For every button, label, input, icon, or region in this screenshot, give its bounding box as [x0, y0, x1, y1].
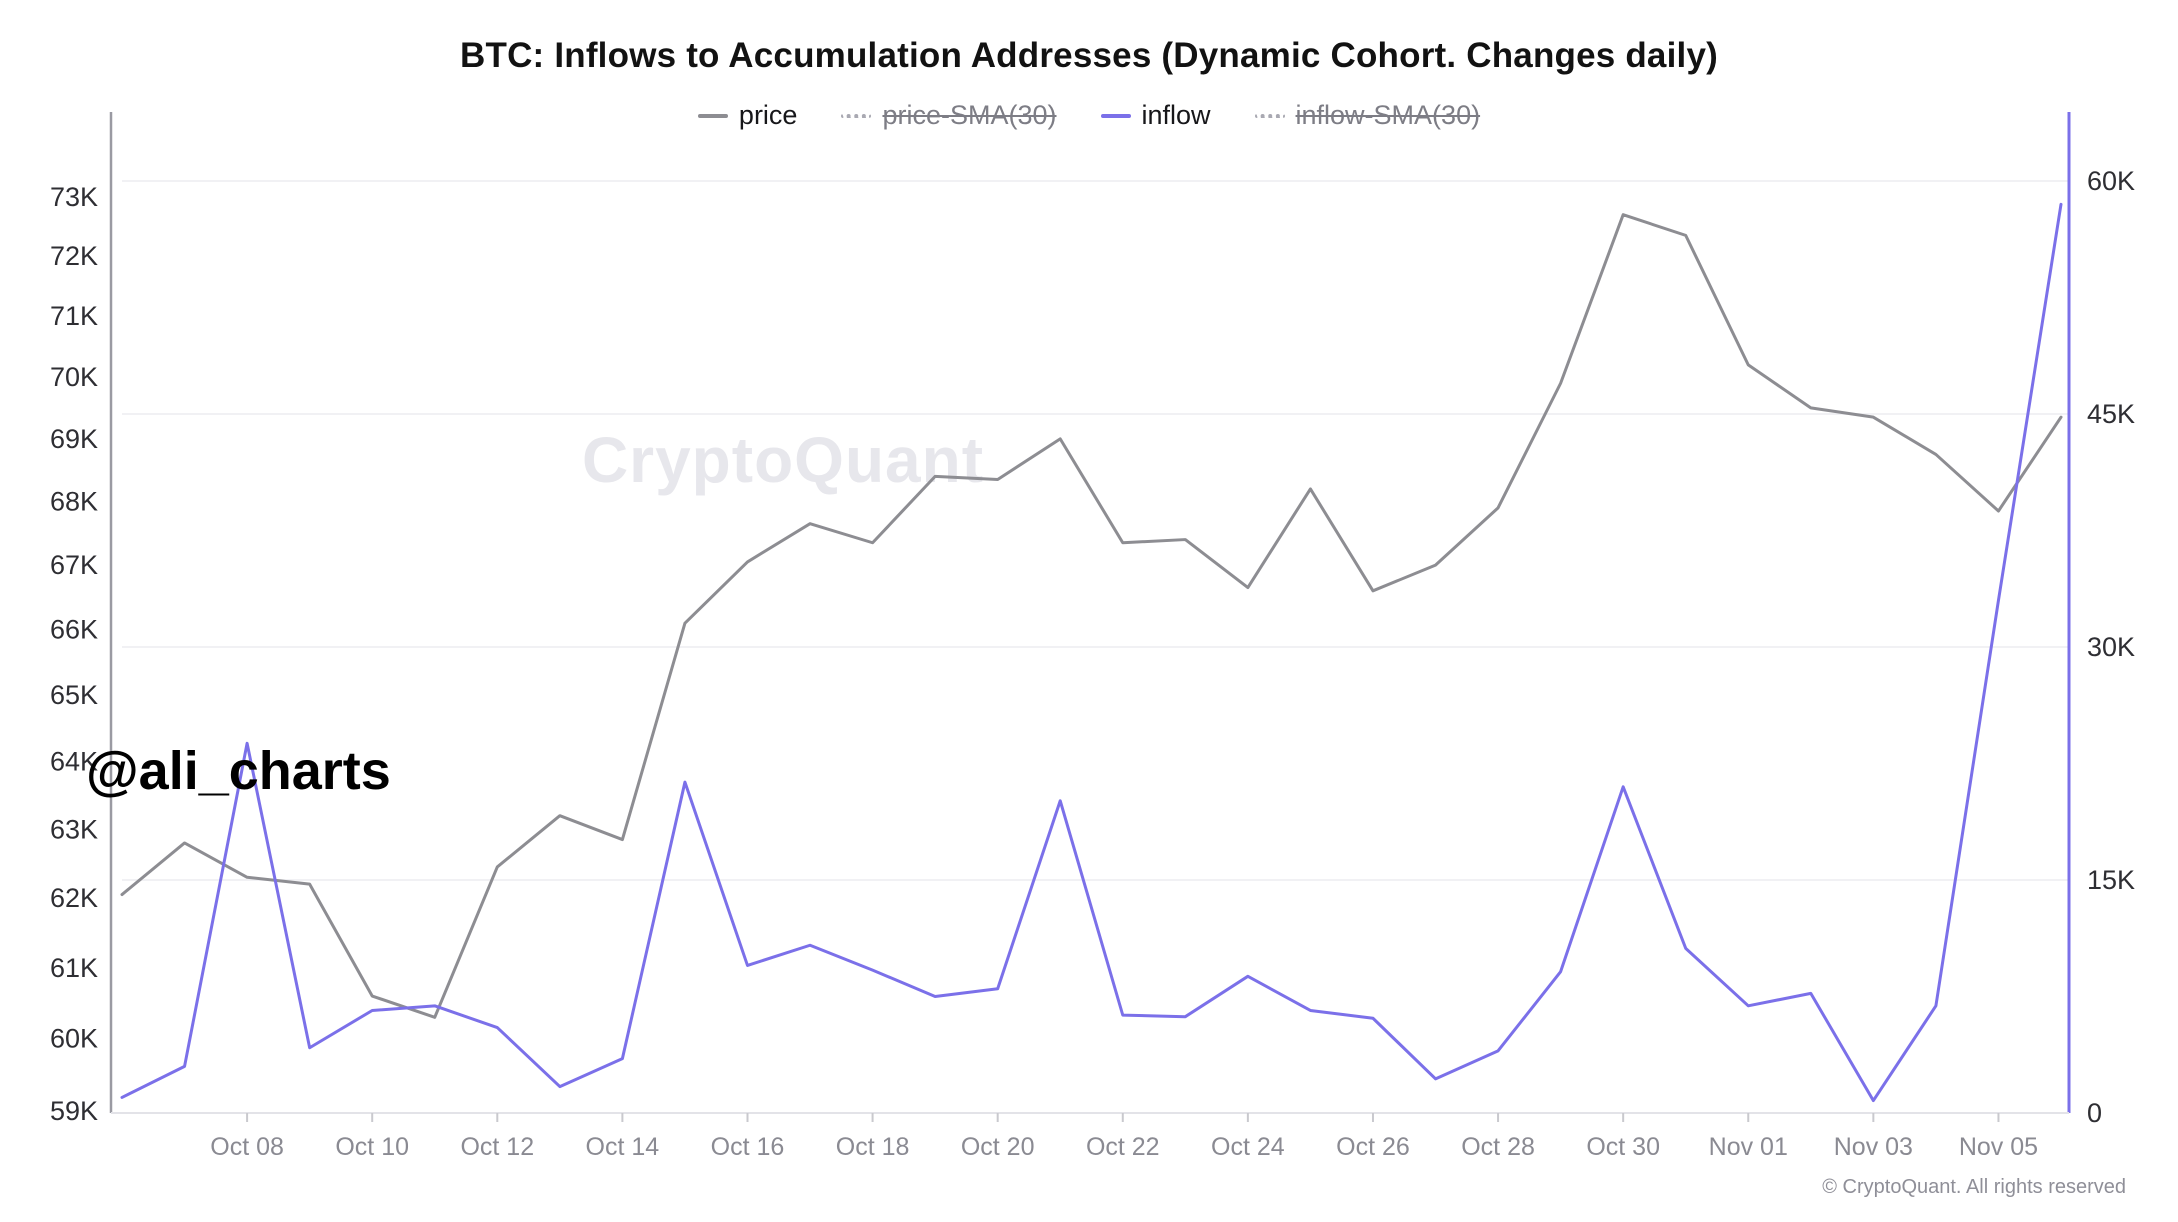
chart-legend: price price-SMA(30) inflow inflow-SMA(30…	[0, 100, 2178, 131]
x-axis-label: Oct 30	[1586, 1133, 1660, 1161]
right-axis-label: 60K	[2087, 166, 2135, 196]
x-axis-label: Oct 24	[1211, 1133, 1285, 1161]
right-axis-label: 45K	[2087, 399, 2135, 429]
left-axis-label: 67K	[50, 550, 98, 580]
legend-label: inflow	[1141, 100, 1211, 130]
copyright-notice: © CryptoQuant. All rights reserved	[1822, 1176, 2126, 1198]
right-axis-label: 15K	[2087, 865, 2135, 895]
x-axis-label: Oct 14	[586, 1133, 660, 1161]
legend-item-inflow[interactable]: inflow	[1100, 100, 1211, 131]
x-axis-label: Oct 08	[210, 1133, 284, 1161]
author-handle: @ali_charts	[86, 741, 391, 801]
right-axis-label: 30K	[2087, 632, 2135, 662]
x-axis-label: Oct 16	[711, 1133, 785, 1161]
left-axis-label: 66K	[50, 615, 98, 645]
left-axis-label: 59K	[50, 1096, 98, 1126]
x-axis-label: Oct 12	[460, 1133, 534, 1161]
left-axis-label: 62K	[50, 883, 98, 913]
inflow-line-swatch-icon	[1100, 113, 1131, 118]
legend-label: price-SMA(30)	[882, 100, 1057, 130]
x-axis-label: Nov 05	[1959, 1133, 2038, 1161]
legend-label: inflow-SMA(30)	[1295, 100, 1481, 130]
x-axis-label: Oct 10	[335, 1133, 409, 1161]
left-axis-label: 65K	[50, 680, 98, 710]
inflow-line-series	[120, 202, 2063, 1103]
left-axis-label: 60K	[50, 1024, 98, 1054]
left-axis-label: 68K	[50, 487, 98, 517]
left-axis-label: 61K	[50, 953, 98, 983]
left-axis-label: 64K	[50, 747, 98, 777]
x-axis-label: Oct 28	[1461, 1133, 1535, 1161]
legend-item-inflow-sma[interactable]: inflow-SMA(30)	[1254, 100, 1481, 131]
chart-title: BTC: Inflows to Accumulation Addresses (…	[460, 36, 1718, 75]
price-line-swatch-icon	[697, 113, 728, 118]
x-axis-label: Nov 03	[1834, 1133, 1913, 1161]
left-axis-label: 69K	[50, 424, 98, 454]
x-axis-label: Oct 18	[836, 1133, 910, 1161]
legend-item-price[interactable]: price	[697, 100, 798, 131]
x-axis-label: Oct 22	[1086, 1133, 1160, 1161]
x-axis-label: Nov 01	[1709, 1133, 1788, 1161]
left-axis-label: 72K	[50, 241, 98, 271]
left-axis-label: 71K	[50, 301, 98, 331]
left-axis-label: 70K	[50, 362, 98, 392]
right-axis-label: 0	[2087, 1098, 2102, 1128]
left-axis-label: 73K	[50, 182, 98, 212]
cryptoquant-watermark: CryptoQuant	[581, 424, 985, 496]
x-axis-label: Oct 26	[1336, 1133, 1410, 1161]
legend-label: price	[738, 100, 798, 130]
left-axis-label: 63K	[50, 814, 98, 844]
price-sma-dotted-swatch-icon	[841, 113, 872, 118]
x-axis-label: Oct 20	[961, 1133, 1035, 1161]
inflow-sma-dotted-swatch-icon	[1254, 113, 1285, 118]
price-line-series	[120, 213, 2063, 1019]
legend-item-price-sma[interactable]: price-SMA(30)	[841, 100, 1057, 131]
